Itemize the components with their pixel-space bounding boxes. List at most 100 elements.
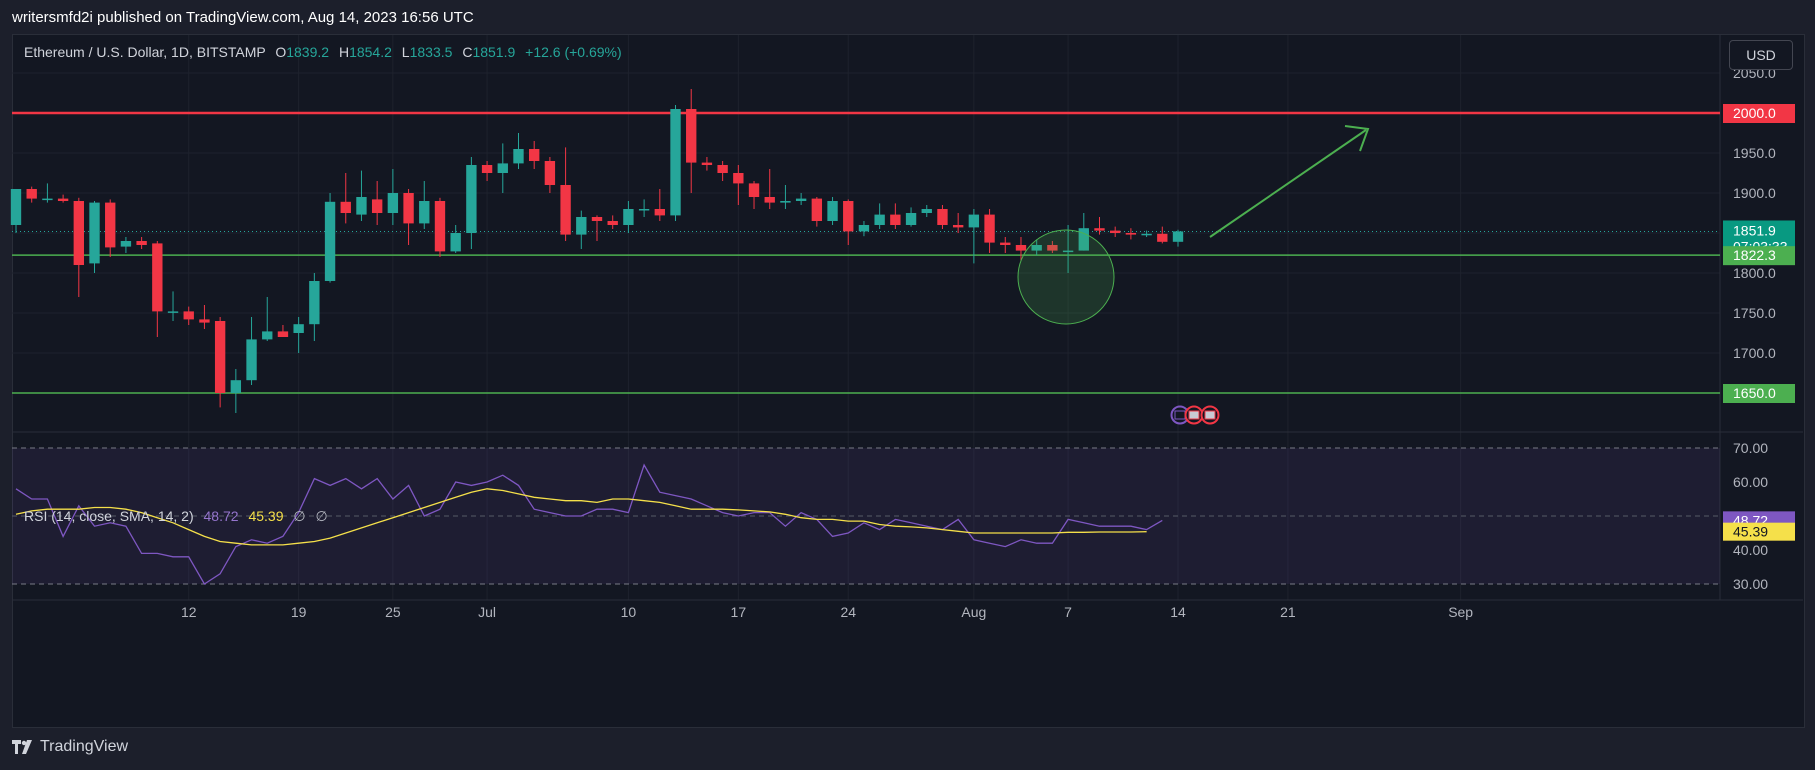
price-tick-label: 1950.0	[1733, 145, 1776, 161]
candle-body	[10, 189, 22, 225]
candle-body	[1125, 233, 1137, 235]
candle-body	[309, 281, 320, 325]
sma-axis-label: 45.39	[1733, 524, 1768, 540]
open-label: O	[275, 44, 287, 60]
symbol-legend: Ethereum / U.S. Dollar, 1D, BITSTAMP O18…	[24, 44, 622, 60]
rsi-tick-label: 30.00	[1733, 576, 1768, 592]
candle-body	[1000, 242, 1011, 245]
price-tick-label: 1700.0	[1733, 345, 1776, 361]
tradingview-logo-icon	[12, 740, 32, 754]
candle-body	[733, 173, 744, 184]
rsi-tick-label: 40.00	[1733, 542, 1768, 558]
tradingview-logo: TradingView	[12, 738, 128, 756]
candle-body	[780, 201, 791, 203]
candle-body	[246, 339, 257, 381]
high-label: H	[338, 44, 350, 60]
candle-body	[356, 197, 367, 215]
candle-body	[638, 209, 650, 211]
candle-body	[717, 165, 728, 173]
candle-body	[921, 209, 932, 213]
trend-arrow-head	[1344, 125, 1370, 152]
candle-body	[560, 185, 571, 235]
level-price-badge	[1723, 104, 1795, 123]
candle-body	[858, 225, 870, 232]
candle-body	[1110, 230, 1121, 233]
time-tick-label: 25	[385, 604, 401, 620]
candle-body	[544, 161, 556, 185]
candle-body	[607, 221, 618, 225]
rsi-empty-b: ∅	[315, 508, 328, 524]
level-price-label: 1650.0	[1733, 385, 1776, 401]
candle-body	[1094, 228, 1105, 231]
highlight-circle	[1017, 229, 1115, 325]
candle-body	[466, 165, 477, 233]
candle-body	[623, 209, 634, 225]
level-price-badge	[1723, 384, 1795, 403]
candle-body	[105, 202, 116, 248]
price-tick-label: 1750.0	[1733, 305, 1776, 321]
currency-button[interactable]: USD	[1729, 40, 1793, 70]
candle-body	[795, 198, 807, 201]
rsi-tick-label: 60.00	[1733, 474, 1768, 490]
candle-body	[89, 202, 100, 264]
candle-body	[529, 149, 540, 161]
candle-body	[230, 380, 242, 393]
chart-panel	[12, 34, 1805, 728]
time-tick-label: 12	[181, 604, 197, 620]
trend-arrow-shaft	[1209, 129, 1367, 238]
candle-body	[42, 198, 53, 201]
low-label: L	[401, 44, 410, 60]
candle-body	[497, 163, 508, 173]
candle-body	[152, 243, 163, 312]
candle-body	[1031, 245, 1042, 251]
candle-body	[57, 198, 69, 201]
rsi-sma-value: 45.39	[248, 508, 284, 524]
time-tick-label: 19	[291, 604, 307, 620]
high-value: 1854.2	[349, 44, 392, 60]
candle-body	[1078, 228, 1089, 251]
candle-body	[654, 209, 665, 216]
price-tick-label: 1800.0	[1733, 265, 1776, 281]
price-tick-label: 1900.0	[1733, 185, 1776, 201]
candle-body	[120, 241, 132, 247]
candle-body	[1141, 233, 1152, 236]
candle-body	[73, 201, 84, 265]
rsi-value: 48.72	[203, 508, 239, 524]
candle-body	[686, 109, 697, 163]
candle-body	[1062, 250, 1074, 253]
candle-body	[403, 193, 414, 224]
time-tick-label: Aug	[961, 604, 986, 620]
candle-body	[434, 201, 446, 252]
time-tick-label: 17	[731, 604, 747, 620]
candle-body	[199, 319, 210, 323]
candle-body	[701, 162, 713, 165]
change-value: +12.6 (+0.69%)	[525, 44, 622, 60]
event-flag-icon	[1188, 410, 1200, 420]
candle-body	[262, 331, 273, 340]
candle-body	[450, 233, 461, 252]
candle-body	[748, 183, 760, 197]
time-tick-label: 21	[1280, 604, 1296, 620]
candle-body	[167, 311, 179, 313]
level-price-label: 1822.3	[1733, 247, 1776, 263]
rsi-tick-label: 70.00	[1733, 440, 1768, 456]
publish-caption: writersmfd2i published on TradingView.co…	[12, 9, 474, 26]
rsi-title: RSI (14, close, SMA, 14, 2)	[24, 508, 194, 524]
time-tick-label: 10	[621, 604, 637, 620]
symbol-title: Ethereum / U.S. Dollar, 1D, BITSTAMP	[24, 44, 266, 60]
candle-body	[481, 165, 493, 173]
close-label: C	[462, 44, 473, 60]
candle-body	[843, 201, 854, 232]
candle-body	[513, 149, 524, 164]
event-flag-icon	[1204, 410, 1216, 420]
sma-value-badge	[1723, 522, 1795, 541]
candle-body	[136, 241, 147, 245]
open-value: 1839.2	[286, 44, 330, 60]
candle-body	[984, 214, 995, 243]
candle-body	[576, 217, 587, 235]
candle-body	[811, 198, 823, 221]
time-tick-label: 7	[1064, 604, 1072, 620]
candle-body	[890, 214, 901, 225]
